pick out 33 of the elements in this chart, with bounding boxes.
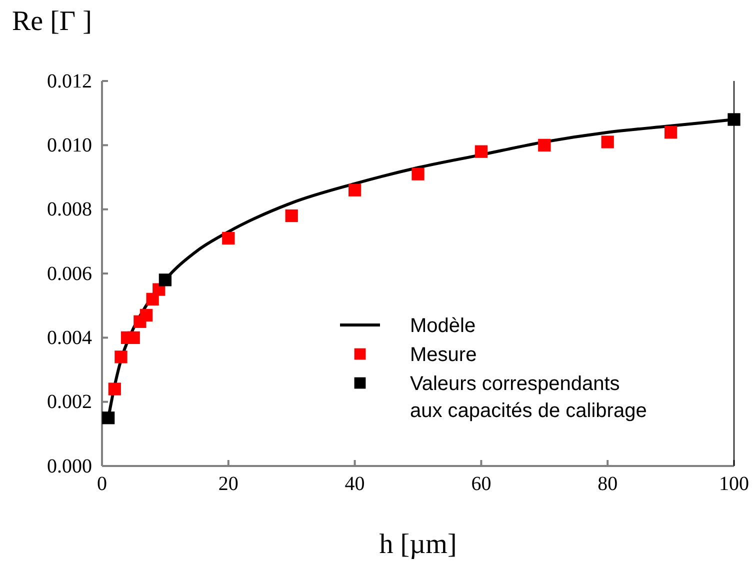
point bbox=[285, 209, 298, 222]
y-tick-label: 0.006 bbox=[47, 262, 92, 285]
y-tick-label: 0.002 bbox=[47, 391, 92, 414]
point bbox=[538, 138, 551, 152]
point bbox=[664, 126, 678, 139]
y-tick-label: 0.008 bbox=[47, 198, 92, 221]
point bbox=[412, 168, 424, 180]
y-tick-label: 0.012 bbox=[47, 70, 92, 92]
x-tick-label: 60 bbox=[471, 473, 492, 496]
point bbox=[102, 412, 115, 424]
x-axis-title: h [µm] bbox=[379, 529, 457, 560]
x-tick-label: 0 bbox=[97, 473, 107, 496]
point bbox=[728, 113, 740, 126]
point bbox=[601, 136, 614, 148]
y-axis-title: Re [Γ ] bbox=[12, 6, 92, 37]
x-tick-label: 40 bbox=[344, 473, 365, 496]
legend-label: Modèle bbox=[410, 315, 476, 337]
point bbox=[158, 274, 172, 286]
point bbox=[108, 382, 121, 396]
x-tick-label: 20 bbox=[218, 473, 238, 496]
legend-label: Valeurs correspendants aux capacités de calibrage bbox=[410, 373, 647, 422]
y-tick-label: 0.004 bbox=[47, 327, 92, 350]
x-tick-label: 100 bbox=[719, 473, 749, 496]
point bbox=[140, 308, 153, 322]
y-tick-label: 0.000 bbox=[47, 455, 92, 478]
point bbox=[222, 232, 235, 245]
point bbox=[114, 350, 128, 364]
y-tick-label: 0.010 bbox=[47, 134, 92, 157]
point bbox=[348, 184, 362, 196]
x-tick-label: 80 bbox=[598, 473, 618, 496]
point bbox=[474, 145, 488, 158]
point bbox=[127, 331, 140, 344]
legend-label: Mesure bbox=[410, 344, 477, 366]
